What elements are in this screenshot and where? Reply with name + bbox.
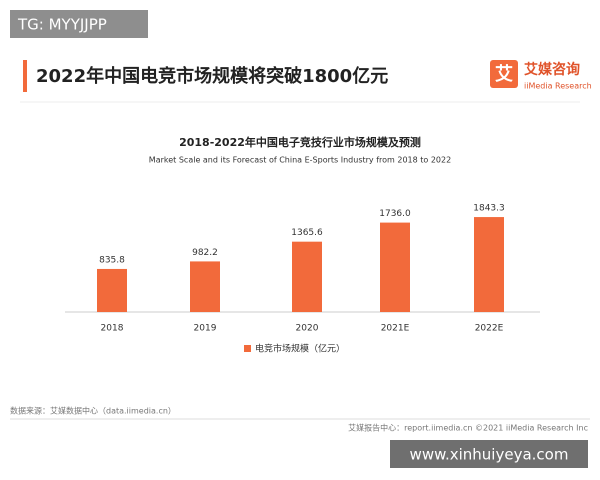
value-label: 1365.6 bbox=[291, 228, 323, 238]
value-label: 1843.3 bbox=[473, 204, 505, 214]
x-tick-label: 2018 bbox=[101, 324, 124, 334]
footer: 艾媒报告中心：report.iimedia.cn ©2021 iiMedia R… bbox=[348, 423, 588, 433]
legend-swatch bbox=[244, 345, 251, 352]
logo-mark-box bbox=[490, 60, 518, 88]
logo-name: 艾媒咨询 bbox=[524, 61, 580, 78]
headline-accent bbox=[23, 60, 27, 92]
logo-sub: iiMedia Research bbox=[524, 82, 592, 91]
watermark: www.xinhuiyeya.com bbox=[410, 446, 569, 464]
headline: 2022年中国电竞市场规模将突破1800亿元 bbox=[36, 65, 388, 87]
bar bbox=[474, 217, 504, 312]
x-tick-label: 2021E bbox=[381, 324, 410, 334]
logo-mark: 艾 bbox=[495, 63, 513, 85]
x-tick-label: 2019 bbox=[194, 324, 217, 334]
tag: TG: MYYJJPP bbox=[17, 16, 107, 34]
bar bbox=[380, 222, 410, 312]
watermark-box bbox=[390, 440, 588, 468]
value-label: 835.8 bbox=[99, 255, 125, 265]
bar bbox=[292, 241, 322, 312]
value-label: 1736.0 bbox=[379, 209, 411, 219]
chart-subtitle: Market Scale and its Forecast of China E… bbox=[149, 156, 451, 165]
bar bbox=[190, 261, 220, 312]
legend-label: 电竞市场规模（亿元） bbox=[255, 343, 345, 355]
x-tick-label: 2022E bbox=[475, 324, 504, 334]
value-label: 982.2 bbox=[192, 248, 218, 258]
x-tick-label: 2020 bbox=[296, 324, 319, 334]
bar bbox=[97, 268, 127, 312]
chart-title: 2018-2022年中国电子竞技行业市场规模及预测 bbox=[179, 135, 421, 149]
source: 数据来源：艾媒数据中心（data.iimedia.cn） bbox=[10, 406, 176, 416]
tag-box bbox=[10, 10, 148, 38]
